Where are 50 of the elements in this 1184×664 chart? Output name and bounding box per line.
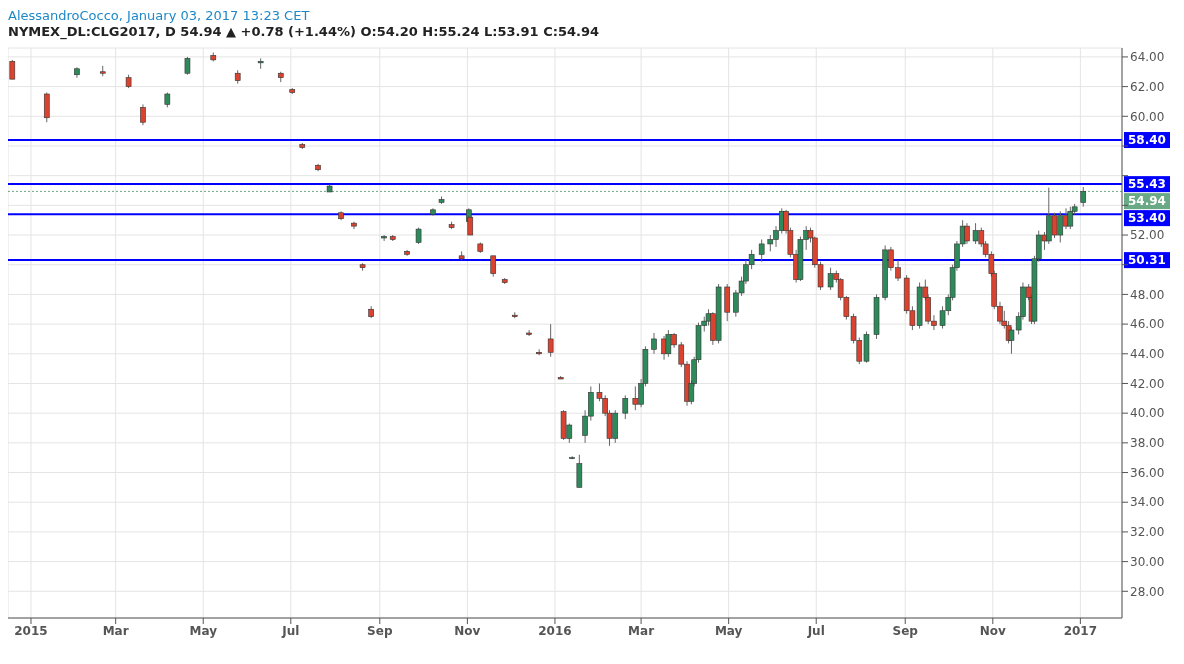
- candlestick: [9, 59, 16, 80]
- x-tick-label: May: [714, 623, 743, 638]
- y-tick-label: 40.00: [1130, 406, 1165, 421]
- y-tick-label: 48.00: [1130, 287, 1165, 302]
- y-tick-label: 36.00: [1130, 465, 1165, 480]
- y-tick-label: 32.00: [1130, 525, 1165, 540]
- x-tick-label: May: [189, 623, 218, 638]
- candlestick: [43, 92, 50, 123]
- y-tick-label: 46.00: [1130, 317, 1165, 332]
- y-tick-label: 34.00: [1130, 495, 1165, 510]
- y-tick-label: 30.00: [1130, 554, 1165, 569]
- candlestick: [758, 238, 765, 263]
- candlestick: [576, 454, 583, 488]
- candlestick: [622, 394, 629, 420]
- y-tick-label: 62.00: [1130, 79, 1165, 94]
- ref-line-label: 58.40: [1128, 133, 1166, 148]
- x-tick-label: 2017: [1063, 623, 1098, 638]
- x-tick-label: Jul: [281, 623, 300, 638]
- y-tick-label: 64.00: [1130, 50, 1165, 65]
- x-tick-label: Jul: [806, 623, 825, 638]
- x-tick-label: Nov: [979, 623, 1007, 638]
- x-tick-label: Mar: [102, 623, 129, 638]
- x-tick-label: Nov: [454, 623, 481, 638]
- x-tick-label: Sep: [367, 623, 393, 638]
- x-tick-label: Mar: [628, 623, 655, 638]
- y-tick-label: 38.00: [1130, 436, 1165, 451]
- candlestick: [964, 222, 970, 245]
- y-tick-label: 60.00: [1130, 109, 1165, 124]
- x-tick-label: 2015: [14, 623, 48, 638]
- x-tick-label: 2016: [538, 623, 572, 638]
- candlestick: [547, 323, 554, 358]
- candlestick: [1080, 186, 1087, 208]
- chart-title: NYMEX_DL:CLG2017, D 54.94 ▲ +0.78 (+1.44%) O:54.20 H:55.24 L:53.91 C:54.94: [8, 24, 601, 42]
- candlestick: [526, 329, 532, 337]
- y-tick-label: 28.00: [1130, 584, 1165, 599]
- candlestick: [1067, 206, 1074, 230]
- text: AlessandroCocco, January 03, 2017 13:23 CET: [8, 8, 310, 23]
- ref-line-label: 53.40: [1128, 211, 1166, 226]
- candlestick: [140, 103, 146, 126]
- y-tick-label: 52.00: [1130, 228, 1165, 243]
- ref-line-label: 50.31: [1128, 253, 1166, 268]
- candlestick: [257, 57, 264, 70]
- x-tick-label: Sep: [892, 623, 919, 638]
- candlestick: [381, 234, 387, 242]
- y-tick-label: 42.00: [1130, 376, 1165, 391]
- ref-line-label: 54.94: [1128, 194, 1166, 209]
- y-tick-label: 44.00: [1130, 347, 1165, 362]
- ref-line-label: 55.43: [1128, 177, 1166, 192]
- candlestick: [651, 332, 657, 355]
- candlestick: [490, 255, 497, 278]
